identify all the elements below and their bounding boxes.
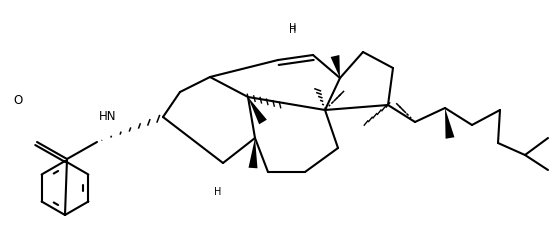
Polygon shape xyxy=(248,97,267,124)
Polygon shape xyxy=(331,55,340,78)
Text: O: O xyxy=(13,94,23,106)
Polygon shape xyxy=(445,108,454,139)
Text: HN: HN xyxy=(99,110,117,122)
Text: H: H xyxy=(289,23,296,33)
Text: H: H xyxy=(214,187,222,197)
Polygon shape xyxy=(248,138,257,168)
Text: H: H xyxy=(289,25,296,35)
